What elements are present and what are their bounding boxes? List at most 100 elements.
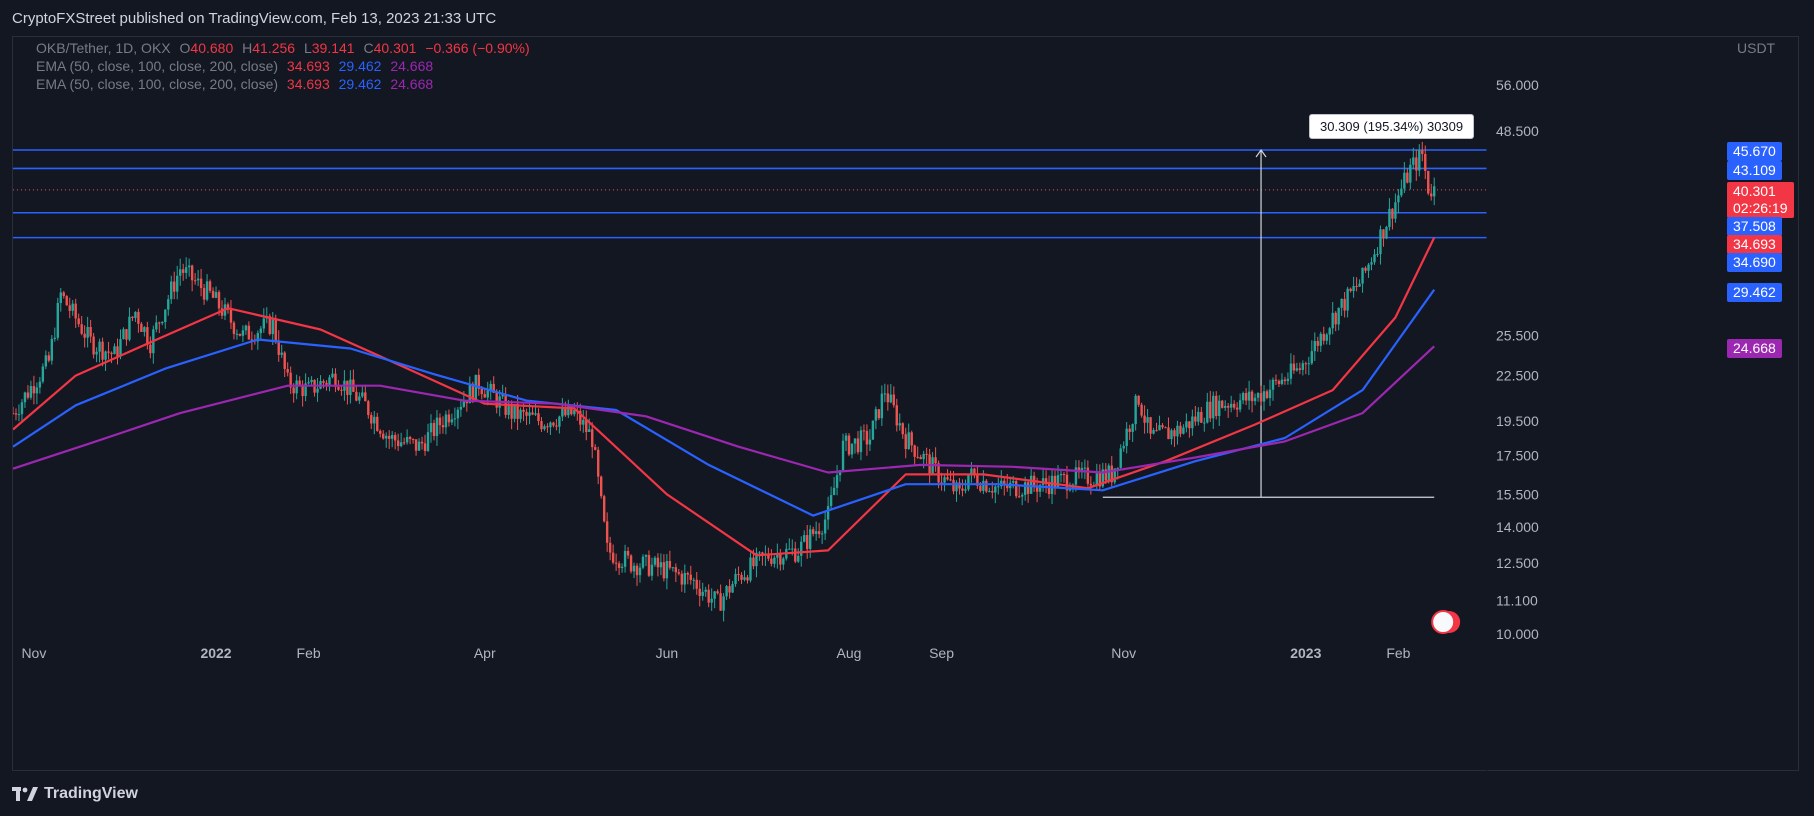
- ema-legend-1: EMA (50, close, 100, close, 200, close) …: [36, 58, 438, 74]
- candle-body: [1307, 363, 1311, 365]
- candle-body: [1319, 333, 1322, 346]
- candle-body: [56, 303, 59, 338]
- candle-body: [1298, 368, 1302, 370]
- candle-body: [537, 413, 540, 422]
- tag-res1: 45.670: [1727, 142, 1782, 161]
- candle-body: [614, 562, 618, 564]
- candle-body: [626, 550, 630, 556]
- candle-body: [367, 401, 370, 416]
- candle-body: [1167, 427, 1170, 440]
- candle-body: [131, 316, 134, 318]
- candle-body: [755, 552, 758, 567]
- candle-body: [292, 387, 295, 394]
- candle-body: [1373, 254, 1376, 263]
- candle-body: [68, 305, 71, 311]
- candle-body: [80, 324, 83, 334]
- candle-body: [599, 476, 603, 497]
- candle-body: [1068, 489, 1072, 491]
- candle-body: [1155, 430, 1158, 432]
- candle-body: [904, 434, 907, 450]
- candle-body: [286, 368, 289, 373]
- candle-body: [1056, 475, 1060, 488]
- candle-body: [528, 412, 531, 416]
- candle-body: [1415, 157, 1418, 171]
- candle-body: [492, 383, 495, 393]
- candle-body: [1397, 195, 1400, 203]
- candle-body: [570, 405, 573, 415]
- candle-body: [1059, 473, 1063, 476]
- candle-body: [895, 405, 898, 426]
- candle-body: [773, 557, 776, 564]
- candle-body: [946, 477, 949, 480]
- candle-body: [782, 558, 785, 565]
- candle-body: [62, 292, 65, 297]
- candle-body: [973, 468, 976, 476]
- candle-body: [1313, 341, 1316, 352]
- candle-body: [734, 573, 737, 585]
- candle-body: [1250, 391, 1254, 402]
- candle-body: [1262, 391, 1266, 402]
- candle-body: [662, 562, 666, 579]
- candle-body: [543, 426, 546, 430]
- ema-label: EMA (50, close, 100, close, 200, close): [36, 58, 279, 74]
- candle-body: [1379, 229, 1382, 255]
- candle-body: [20, 402, 24, 415]
- candle-body: [229, 309, 233, 323]
- candle-body: [1122, 445, 1125, 449]
- candle-body: [1412, 157, 1415, 165]
- close-value: 40.301: [373, 40, 417, 56]
- candle-body: [1232, 403, 1236, 408]
- candle-body: [683, 573, 686, 585]
- candle-body: [262, 318, 266, 329]
- candle-body: [892, 394, 895, 406]
- chart-frame[interactable]: 56.000 48.500 25.500 22.500 19.500 17.500 15.5…: [12, 36, 1800, 772]
- countdown-value: 02:26:19: [1733, 200, 1788, 216]
- tradingview-logo[interactable]: TradingView: [12, 785, 138, 803]
- candle-body: [1143, 415, 1146, 423]
- candle-body: [719, 593, 722, 611]
- candle-body: [605, 521, 609, 543]
- x-tick-label: Nov: [1111, 645, 1136, 661]
- candle-body: [594, 447, 597, 450]
- candle-body: [280, 352, 283, 355]
- candle-body: [1400, 188, 1403, 196]
- candle-body: [1029, 475, 1033, 494]
- candle-body: [71, 303, 74, 311]
- candle-body: [653, 557, 657, 565]
- candle-body: [668, 560, 672, 568]
- candle-body: [1065, 474, 1069, 491]
- candle-body: [803, 535, 806, 542]
- candle-body: [994, 486, 997, 493]
- candle-body: [1146, 417, 1149, 423]
- candle-body: [295, 380, 298, 394]
- candle-body: [1035, 485, 1039, 492]
- candle-body: [238, 333, 242, 336]
- footer-bar: TradingView: [0, 771, 1814, 816]
- candle-body: [1244, 393, 1248, 401]
- candle-body: [1304, 363, 1308, 365]
- candle-body: [244, 325, 248, 331]
- candle-body: [877, 409, 881, 419]
- candle-body: [859, 430, 863, 453]
- candle-body: [677, 572, 681, 574]
- candle-body: [597, 449, 600, 477]
- symbol-label: OKB/Tether, 1D, OKX: [36, 40, 171, 56]
- candle-body: [1331, 312, 1334, 329]
- candle-body: [1310, 351, 1313, 364]
- candle-body: [731, 584, 734, 593]
- candle-body: [1215, 395, 1218, 417]
- price-chart[interactable]: 56.000 48.500 25.500 22.500 19.500 17.500 15.5…: [13, 37, 1800, 772]
- open-value: 40.680: [190, 40, 234, 56]
- candle-body: [749, 557, 752, 581]
- candle-body: [486, 389, 489, 398]
- candle-body: [1212, 395, 1215, 419]
- candle-body: [1026, 482, 1030, 494]
- candle-body: [567, 405, 570, 416]
- candle-body: [122, 329, 125, 340]
- candle-body: [880, 393, 884, 419]
- candle-body: [991, 491, 994, 493]
- candle-body: [301, 384, 304, 397]
- candle-body: [250, 339, 254, 341]
- candle-body: [1421, 150, 1424, 154]
- low-value: 39.141: [311, 40, 355, 56]
